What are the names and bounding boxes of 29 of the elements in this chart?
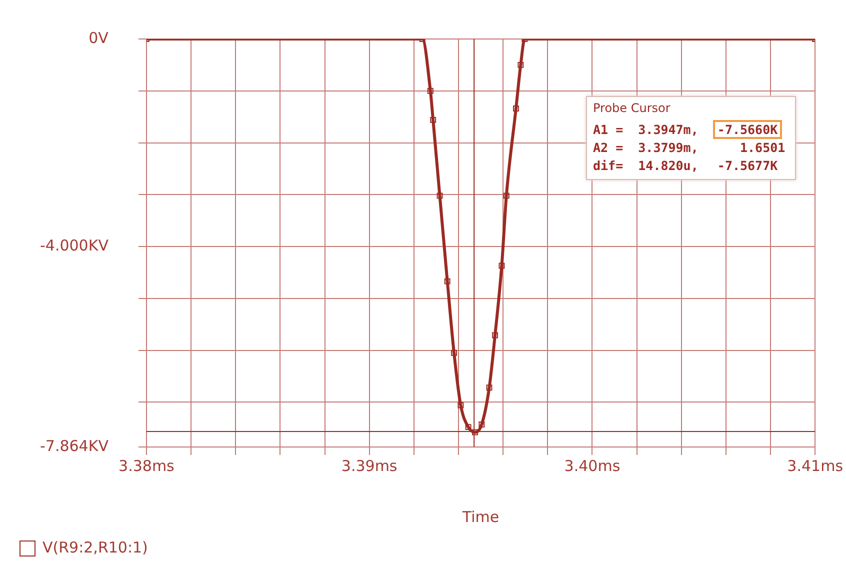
point <box>518 62 524 68</box>
highlight-outline: -7.5660K <box>713 120 782 139</box>
point <box>492 332 498 338</box>
point <box>436 192 443 199</box>
point <box>486 384 492 391</box>
x-tick-label: 3.39ms <box>341 456 398 475</box>
legend-label: V(R9:2,R10:1) <box>42 538 148 556</box>
point <box>451 350 457 356</box>
point <box>430 116 436 123</box>
text: A1 = 3.3947m, <box>593 122 698 137</box>
x-tick-label: 3.38ms <box>118 456 175 475</box>
point <box>444 278 450 284</box>
point <box>503 192 510 199</box>
point <box>513 106 519 112</box>
y-tick-label: -7.864KV <box>40 436 110 455</box>
x-tick-label: 3.41ms <box>787 456 844 475</box>
point <box>498 262 505 269</box>
annotation: Probe Cursor <box>593 101 672 115</box>
text: A2 = 3.3799m, 1.6501 <box>593 140 786 155</box>
point <box>465 424 472 430</box>
text: dif= 14.820u, -7.5677K <box>593 158 778 173</box>
point <box>427 88 434 94</box>
point <box>478 422 485 428</box>
point <box>458 402 464 408</box>
y-tick-label: 0V <box>88 28 110 47</box>
point <box>472 429 478 436</box>
x-axis-title: Time <box>461 508 500 526</box>
y-tick-label: -4.000KV <box>40 236 110 254</box>
x-tick-label: 3.40ms <box>564 456 620 475</box>
